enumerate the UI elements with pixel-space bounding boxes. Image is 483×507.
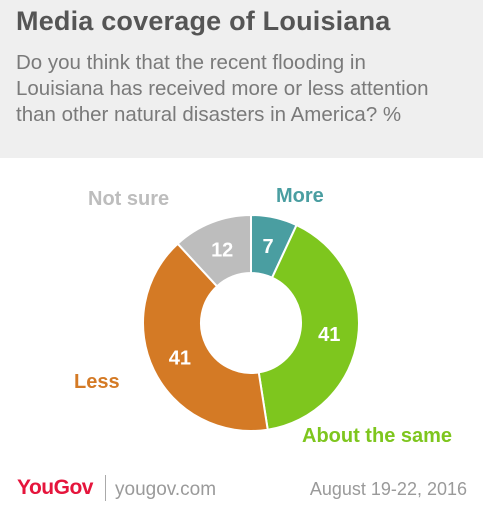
category-label-about-the-same: About the same — [302, 425, 452, 447]
value-label-less: 41 — [169, 347, 191, 369]
site-link[interactable]: yougov.com — [115, 479, 217, 500]
footer: YouGov yougov.com August 19-22, 2016 — [0, 472, 483, 507]
footer-divider — [105, 475, 106, 501]
value-label-about-the-same: 41 — [318, 324, 340, 346]
chart-subtitle: Do you think that the recent flooding in… — [16, 51, 429, 126]
category-label-not-sure: Not sure — [88, 188, 169, 210]
slice-not-sure — [176, 213, 252, 288]
slice-about-the-same — [257, 223, 360, 431]
chart-title: Media coverage of Louisiana — [16, 6, 391, 36]
value-label-more: 7 — [263, 236, 274, 258]
category-label-less: Less — [74, 371, 120, 393]
donut-chart: 7 More 41 About the same 41 Less 12 Not sure — [74, 185, 452, 447]
category-label-more: More — [276, 185, 324, 207]
slice-less — [142, 242, 269, 432]
header-panel: Media coverage of Louisiana Do you think… — [0, 0, 483, 158]
yougov-logo: YouGov — [17, 476, 93, 499]
value-label-not-sure: 12 — [211, 239, 233, 261]
survey-date: August 19-22, 2016 — [309, 479, 467, 499]
